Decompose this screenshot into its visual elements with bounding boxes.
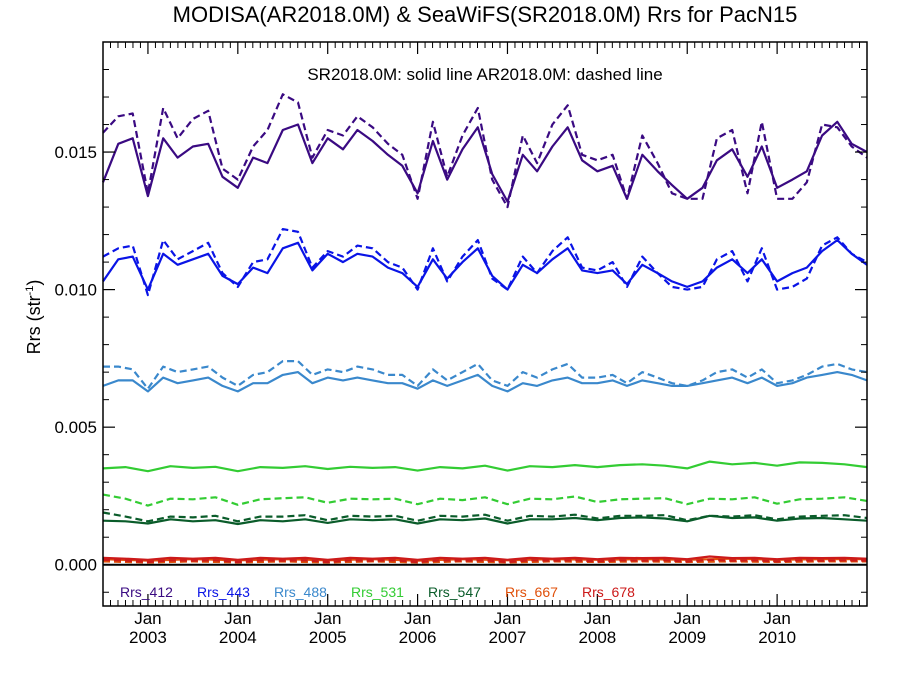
y-axis-label: Rrs (str-1): [24, 280, 44, 355]
legend-entry-rrs-488: Rrs_488: [274, 584, 327, 600]
x-tick-month-label: Jan: [763, 609, 790, 628]
series-layer: [101, 93, 868, 564]
y-tick-label: 0.005: [54, 418, 97, 437]
series-line-rrs-678-dashed: [102, 558, 868, 564]
series-line-rrs-443-dashed: [102, 228, 868, 297]
series-line-rrs-488-solid: [102, 371, 868, 393]
legend-entry-rrs-443: Rrs_443: [197, 584, 250, 600]
y-tick-label: 0.010: [54, 281, 97, 300]
x-tick-year-label: 2010: [758, 628, 796, 647]
legend-entry-rrs-547: Rrs_547: [428, 584, 481, 600]
x-tick-month-label: Jan: [314, 609, 341, 628]
y-axis-label-superscript: -1: [24, 286, 36, 296]
line-style-annotation: SR2018.0M: solid line AR2018.0M: dashed …: [307, 65, 662, 84]
x-tick-month-label: Jan: [134, 609, 161, 628]
series-line-rrs-488-dashed: [103, 360, 868, 390]
series-line-rrs-547-dashed: [102, 511, 868, 523]
series-line-rrs-412-solid: [101, 120, 868, 203]
x-tick-month-label: Jan: [584, 609, 611, 628]
y-axis-label-close: ): [24, 280, 44, 286]
x-tick-year-label: 2007: [489, 628, 527, 647]
y-tick-label: 0.015: [54, 143, 97, 162]
x-tick-year-label: 2005: [309, 628, 347, 647]
x-tick-month-label: Jan: [674, 609, 701, 628]
series-line-rrs-678-solid: [102, 555, 868, 561]
x-tick-year-label: 2004: [219, 628, 257, 647]
legend-entry-rrs-531: Rrs_531: [351, 584, 404, 600]
series-line-rrs-547-solid: [102, 514, 868, 526]
legend-entry-rrs-412: Rrs_412: [120, 584, 173, 600]
x-tick-month-label: Jan: [404, 609, 431, 628]
legend-entry-rrs-667: Rrs_667: [505, 584, 558, 600]
series-line-rrs-531-dashed: [102, 493, 868, 507]
x-tick-month-label: Jan: [494, 609, 521, 628]
x-tick-month-label: Jan: [224, 609, 251, 628]
y-axis-label-main: Rrs (str: [24, 295, 44, 354]
chart-title: MODISA(AR2018.0M) & SeaWiFS(SR2018.0M) R…: [173, 2, 798, 27]
x-tick-year-label: 2008: [578, 628, 616, 647]
legend: Rrs_412 Rrs_443 Rrs_488 Rrs_531 Rrs_547 Rrs_6…: [120, 584, 635, 600]
axis-layer: 0.0000.0050.0100.015Jan2003Jan2004Jan200…: [54, 41, 868, 647]
legend-entry-rrs-678: Rrs_678: [582, 584, 635, 600]
series-line-rrs-412-dashed: [102, 93, 868, 209]
x-tick-year-label: 2006: [399, 628, 437, 647]
series-line-rrs-531-solid: [102, 460, 868, 473]
x-tick-year-label: 2009: [668, 628, 706, 647]
y-tick-label: 0.000: [54, 556, 97, 575]
x-tick-year-label: 2003: [129, 628, 167, 647]
